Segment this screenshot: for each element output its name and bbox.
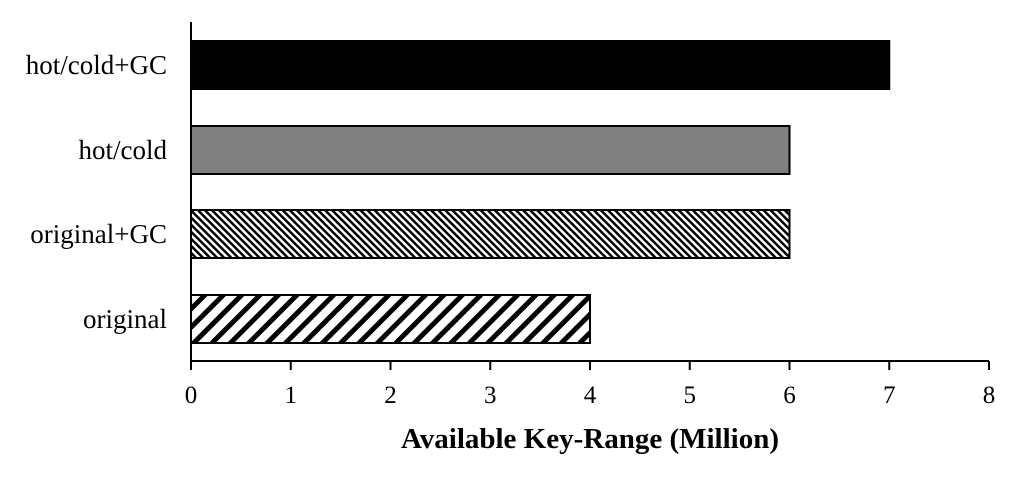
x-tick-label: 7 [883,382,896,409]
category-label: hot/cold [79,135,168,165]
x-tick-label: 5 [684,382,697,409]
category-label: original+GC [30,219,167,249]
bars-group [190,40,891,344]
category-label: hot/cold+GC [26,50,167,80]
category-label: original [83,304,167,334]
x-tick-label: 0 [185,382,198,409]
category-labels: original original+GC hot/cold hot/cold+GC [26,50,168,334]
bar-hot-cold-gc [190,40,891,90]
x-tick-label: 1 [285,382,298,409]
bar-hot-cold [190,125,791,175]
bar-original-gc [190,209,791,259]
x-tick-label: 2 [384,382,397,409]
x-tick-label: 6 [783,382,796,409]
x-axis-title: Available Key-Range (Million) [401,423,779,455]
x-tick-label: 3 [484,382,497,409]
x-tick-label: 8 [983,382,996,409]
x-axis-ticks: 0 1 2 3 4 5 6 7 8 [185,361,996,409]
x-tick-label: 4 [584,382,597,409]
bar-original [190,294,591,344]
